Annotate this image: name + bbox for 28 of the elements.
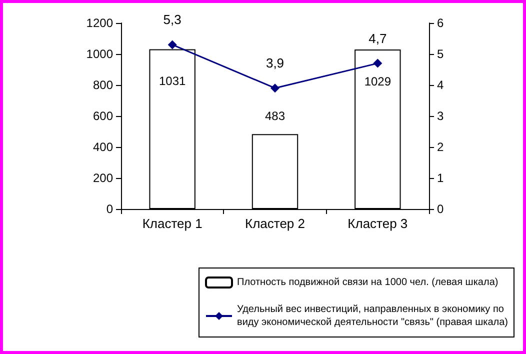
point (168, 40, 177, 50)
y-tick-label: 600 (92, 109, 114, 123)
data-label: 4,7 (368, 30, 387, 46)
y-tick-label: 0 (106, 202, 114, 216)
point (373, 58, 382, 68)
y-tick-label: 800 (92, 78, 114, 92)
x-tick-label: Кластер 3 (348, 216, 408, 231)
x-tick-label: Кластер 1 (142, 216, 202, 231)
point (270, 84, 280, 93)
y-tick-label: 400 (92, 140, 114, 154)
y2-tick-label: 1 (437, 171, 444, 185)
y2-tick-label: 6 (437, 16, 444, 30)
data-label: 1031 (158, 74, 186, 88)
y2-tick-label: 5 (437, 47, 444, 61)
data-label: 483 (264, 109, 286, 124)
y2-tick-label: 2 (437, 140, 444, 154)
data-label: 1029 (364, 74, 392, 89)
data-label: 3,9 (266, 56, 284, 71)
legend-label: Плотность подвижной связи на 1000 чел. (левая шкала) (237, 277, 498, 288)
y2-tick-label: 4 (437, 78, 444, 92)
y2-tick-label: 0 (437, 202, 444, 216)
y-tick-label: 1200 (86, 16, 114, 30)
data-label: 5,3 (163, 12, 182, 28)
y-tick-label: 200 (92, 171, 114, 185)
y-tick-label: 1000 (86, 47, 114, 61)
legend-label: Удельный вес инвестиций, направленных в экономику по виду экономической деятельности "связь" (правая шкала) (237, 304, 508, 328)
x-tick-label: Кластер 2 (245, 216, 305, 231)
y2-tick-label: 3 (437, 109, 444, 123)
